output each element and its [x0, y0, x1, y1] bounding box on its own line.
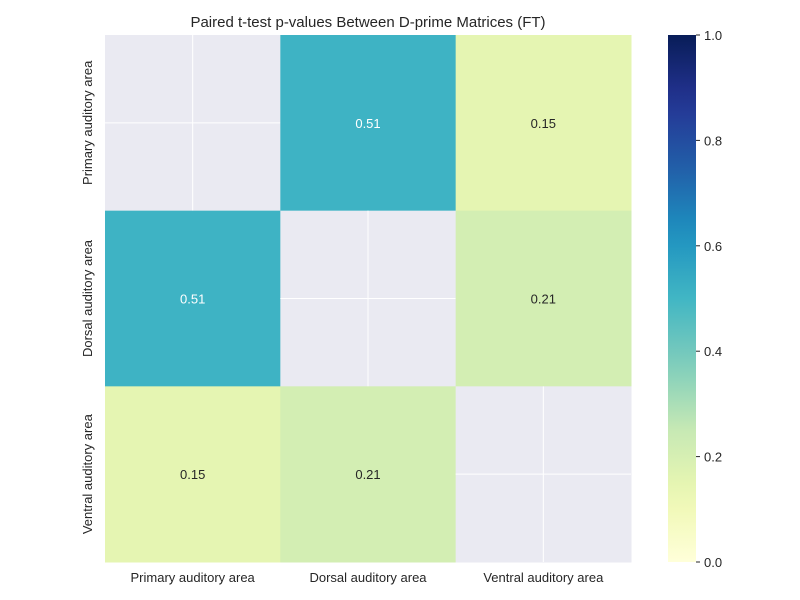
cell-value-label: 0.51	[180, 292, 205, 307]
chart-title: Paired t-test p-values Between D-prime M…	[190, 14, 545, 31]
colorbar-ticks: 0.0 0.2 0.4 0.6 0.8 1.0	[696, 28, 722, 570]
cell-value-label: 0.21	[355, 467, 380, 482]
y-tick-label: Primary auditory area	[80, 60, 95, 185]
colorbar-tick-label: 0.2	[704, 450, 722, 465]
cell-value-label: 0.15	[531, 116, 556, 131]
heatmap-cell	[280, 35, 457, 212]
x-tick-label: Dorsal auditory area	[309, 570, 427, 585]
y-axis-ticks: Primary auditory area Dorsal auditory are…	[80, 60, 95, 534]
colorbar-tick-label: 0.8	[704, 133, 722, 148]
x-axis-ticks: Primary auditory area Dorsal auditory are…	[131, 570, 605, 585]
heatmap-cell	[105, 210, 281, 387]
heatmap-cell	[455, 35, 632, 212]
x-tick-label: Primary auditory area	[131, 570, 256, 585]
heatmap-cell	[455, 210, 632, 387]
x-tick-label: Ventral auditory area	[483, 570, 604, 585]
colorbar-tick-label: 0.4	[704, 344, 722, 359]
colorbar-tick-label: 0.6	[704, 239, 722, 254]
cell-value-label: 0.21	[531, 292, 556, 307]
heatmap-cell	[105, 386, 281, 563]
y-tick-label: Dorsal auditory area	[80, 239, 95, 357]
y-tick-label: Ventral auditory area	[80, 413, 95, 534]
heatmap-cell-labels: 0.51 0.15 0.51 0.21 0.15 0.21	[180, 116, 556, 482]
colorbar-tick-label: 0.0	[704, 555, 722, 570]
cell-value-label: 0.51	[355, 116, 380, 131]
heatmap-cells	[105, 35, 632, 563]
cell-value-label: 0.15	[180, 467, 205, 482]
heatmap-cell	[280, 386, 457, 563]
colorbar-tick-label: 1.0	[704, 28, 722, 43]
colorbar	[668, 35, 696, 562]
